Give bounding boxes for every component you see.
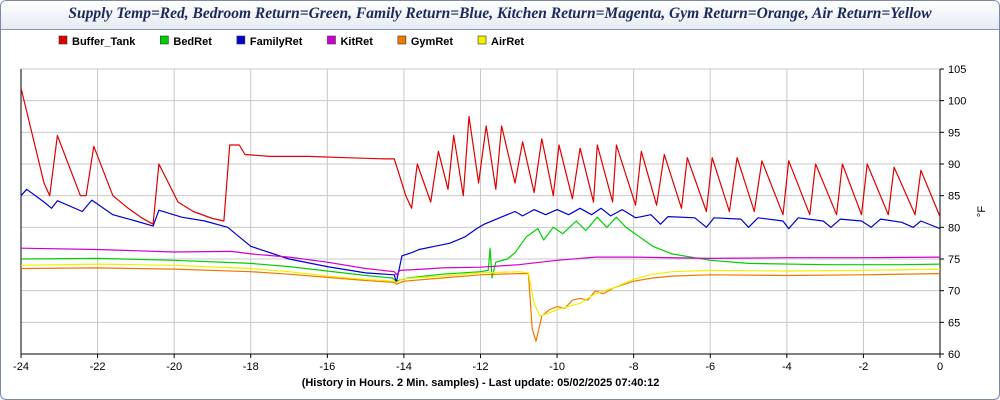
- legend-label-bedret: BedRet: [173, 36, 212, 48]
- y-tick-label: 75: [948, 254, 960, 266]
- series-line-buffer-tank: [21, 87, 940, 225]
- x-tick-label: -24: [13, 361, 29, 373]
- x-axis-label: (History in Hours. 2 Min. samples) - Las…: [302, 377, 660, 389]
- legend-label-familyret: FamilyRet: [250, 36, 303, 48]
- legend-swatch-airret: [477, 35, 487, 45]
- y-tick-label: 90: [948, 159, 960, 171]
- y-tick-label: 95: [948, 127, 960, 139]
- y-tick-label: 60: [948, 349, 960, 361]
- x-tick-label: -6: [705, 361, 715, 373]
- legend-swatch-gymret: [397, 35, 407, 45]
- y-tick-label: 85: [948, 191, 960, 203]
- series-line-gymret: [21, 267, 940, 342]
- x-tick-label: -10: [549, 361, 565, 373]
- title-bar: Supply Temp=Red, Bedroom Return=Green, F…: [1, 1, 999, 30]
- legend-label-gymret: GymRet: [411, 36, 454, 48]
- legend-label-kitret: KitRet: [340, 36, 373, 48]
- series-line-kitret: [21, 247, 940, 276]
- x-tick-label: -16: [319, 361, 335, 373]
- legend-swatch-buffer-tank: [58, 35, 68, 45]
- chart-title: Supply Temp=Red, Bedroom Return=Green, F…: [68, 5, 932, 22]
- x-tick-label: -8: [629, 361, 639, 373]
- y-tick-label: 80: [948, 222, 960, 234]
- x-tick-label: -20: [166, 361, 182, 373]
- series-line-familyret: [21, 188, 940, 283]
- y-tick-label: 105: [948, 64, 966, 76]
- x-tick-label: -14: [396, 361, 412, 373]
- x-tick-label: -12: [473, 361, 489, 373]
- x-tick-label: -2: [859, 361, 869, 373]
- y-tick-label: 100: [948, 96, 966, 108]
- y-axis-label: °F: [976, 206, 988, 217]
- x-tick-label: -4: [782, 361, 792, 373]
- legend-swatch-kitret: [327, 35, 336, 45]
- series-line-airret: [21, 263, 940, 317]
- x-tick-label: -22: [90, 361, 106, 373]
- x-tick-label: -18: [243, 361, 259, 373]
- legend-label-airret: AirRet: [491, 36, 524, 48]
- legend-label-buffer-tank: Buffer_Tank: [72, 36, 136, 48]
- y-tick-label: 70: [948, 286, 960, 298]
- y-tick-label: 65: [948, 317, 960, 329]
- legend-swatch-bedret: [160, 35, 169, 45]
- legend-swatch-familyret: [236, 35, 246, 45]
- x-tick-label: 0: [937, 361, 943, 373]
- series-line-bedret: [21, 216, 940, 282]
